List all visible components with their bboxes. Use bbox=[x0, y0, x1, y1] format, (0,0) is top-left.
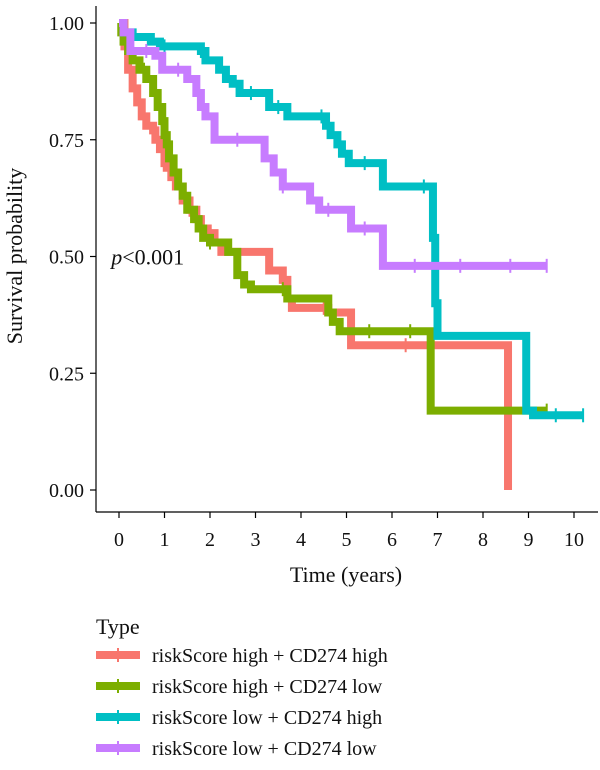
x-tick-label: 4 bbox=[296, 529, 306, 551]
x-tick-label: 1 bbox=[160, 529, 170, 551]
x-tick-label: 5 bbox=[342, 529, 352, 551]
x-tick-label: 9 bbox=[524, 529, 534, 551]
x-axis-ticks: 0 1 2 3 4 5 6 7 8 9 10 bbox=[114, 512, 584, 551]
legend: Type riskScore high + CD274 highriskScor… bbox=[96, 614, 388, 760]
legend-label-4: riskScore low + CD274 low bbox=[152, 738, 377, 760]
legend-label-2: riskScore high + CD274 low bbox=[152, 676, 383, 698]
y-tick-label: 0.00 bbox=[49, 480, 84, 502]
x-tick-label: 3 bbox=[251, 529, 261, 551]
p-value-italic-p: p bbox=[109, 245, 122, 270]
km-curve-2 bbox=[117, 19, 547, 415]
y-tick-label: 1.00 bbox=[49, 13, 84, 35]
y-axis-title: Survival probability bbox=[2, 168, 27, 345]
y-tick-label: 0.25 bbox=[49, 363, 84, 385]
legend-label-1: riskScore high + CD274 high bbox=[152, 645, 388, 667]
legend-title: Type bbox=[96, 614, 140, 639]
p-value-annotation: p<0.001 bbox=[109, 245, 184, 270]
series-layer bbox=[117, 19, 585, 490]
y-tick-label: 0.50 bbox=[49, 247, 84, 269]
y-tick-label: 0.75 bbox=[49, 130, 84, 152]
legend-items: riskScore high + CD274 high riskScore hig… bbox=[96, 645, 388, 760]
x-tick-label: 7 bbox=[433, 529, 443, 551]
x-tick-label: 8 bbox=[478, 529, 488, 551]
y-axis-ticks: 0.00 0.25 0.50 0.75 1.00 bbox=[49, 13, 96, 502]
p-value-text: <0.001 bbox=[122, 245, 184, 270]
x-axis-title: Time (years) bbox=[290, 562, 402, 587]
legend-label-3: riskScore low + CD274 high bbox=[152, 707, 382, 729]
x-tick-label: 0 bbox=[114, 529, 124, 551]
km-curve-4 bbox=[119, 19, 547, 270]
x-tick-label: 2 bbox=[205, 529, 215, 551]
x-tick-label: 10 bbox=[564, 529, 584, 551]
x-tick-label: 6 bbox=[387, 529, 397, 551]
